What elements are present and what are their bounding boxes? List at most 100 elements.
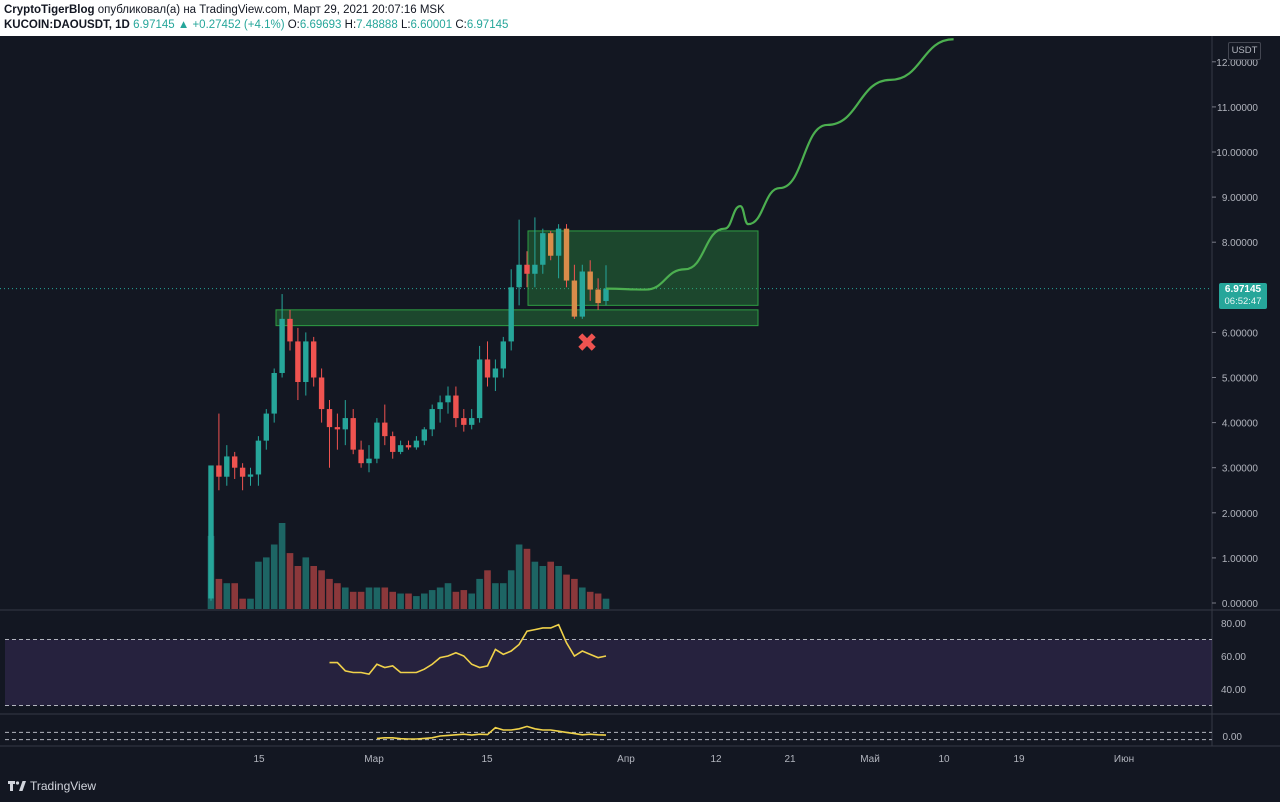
chart-header: CryptoTigerBlog опубликовал(а) на Tradin… [0, 0, 1280, 36]
tradingview-brand: TradingView [30, 779, 97, 793]
volume-bar [405, 593, 412, 609]
volume-bar [500, 583, 507, 609]
last-price-tag-value: 6.97145 [1224, 284, 1262, 295]
volume-bar [531, 561, 539, 609]
candle-body [548, 233, 554, 256]
tradingview-logo-icon [8, 781, 26, 791]
candle-body [397, 445, 404, 452]
candle-body [326, 409, 333, 428]
candle-body [271, 372, 277, 414]
candle-body [232, 456, 238, 468]
volume-bars [207, 523, 610, 609]
volume-bar [326, 578, 333, 609]
last-price-tag: 6.97145 06:52:47 [1219, 283, 1267, 309]
candle [390, 431, 396, 459]
candle-body [500, 341, 506, 369]
candle-body [374, 422, 380, 459]
time-tick-label: 15 [253, 754, 265, 765]
volume-bar [515, 544, 523, 609]
candle [271, 368, 277, 423]
candle-body [263, 413, 269, 441]
candle-body [342, 418, 348, 430]
volume-bar [239, 598, 246, 609]
candle-body [469, 418, 475, 425]
candle [492, 359, 499, 392]
candle-body [429, 409, 435, 430]
candle [524, 251, 530, 288]
candle-body [255, 440, 262, 475]
price-tick-label: 2.00000 [1222, 509, 1259, 520]
time-tick-label: Июн [1114, 754, 1134, 765]
candle-body [563, 228, 570, 281]
price-tick-label: 11.00000 [1217, 103, 1258, 114]
candle [311, 336, 317, 387]
candle-body [350, 418, 356, 450]
volume-bar [436, 587, 444, 609]
publish-line: CryptoTigerBlog опубликовал(а) на Tradin… [4, 4, 445, 16]
candle-body [524, 264, 530, 274]
tradingview-logo[interactable]: TradingView [8, 779, 96, 793]
close-label: C: [455, 19, 467, 31]
candle-body [247, 474, 254, 477]
volume-bar [555, 566, 562, 609]
volume-bar [484, 570, 491, 609]
osc-line [376, 725, 607, 740]
candle [579, 264, 585, 319]
volume-bar [286, 553, 294, 609]
candle [587, 260, 593, 301]
rsi-line [329, 623, 607, 676]
price-change: +0.27452 (+4.1%) [192, 19, 285, 31]
candle-body [532, 264, 538, 274]
candle [413, 436, 420, 450]
candle-body [405, 445, 412, 448]
author-name[interactable]: CryptoTigerBlog [4, 4, 95, 16]
price-tick-label: 3.00000 [1222, 464, 1259, 475]
volume-bar [334, 583, 341, 609]
rsi-tick-label: 60.00 [1221, 652, 1246, 663]
candle-body [216, 465, 222, 477]
rsi-tick-label: 80.00 [1221, 619, 1246, 630]
candle [540, 228, 546, 274]
candle-body [311, 341, 317, 378]
volume-bar [460, 590, 468, 609]
volume-bar [413, 596, 420, 609]
candle [555, 224, 562, 279]
close-value: 6.97145 [466, 19, 509, 31]
candle-body [571, 280, 578, 317]
time-tick-label: Мар [364, 754, 384, 765]
candle [279, 294, 285, 378]
last-price: 6.97145 [133, 19, 175, 31]
candle [548, 230, 554, 261]
candle-body [595, 289, 601, 304]
volume-bar [270, 544, 278, 609]
time-tick-label: 10 [938, 754, 950, 765]
candle [263, 409, 269, 450]
candle-body [492, 368, 499, 378]
candle [382, 404, 388, 446]
volume-bar [571, 578, 578, 609]
candle [461, 409, 467, 432]
candle-body [476, 359, 483, 419]
volume-bar [444, 583, 452, 609]
volume-bar [349, 591, 357, 609]
volume-bar [586, 591, 594, 609]
candle [532, 217, 538, 288]
candle [318, 368, 325, 423]
candle [216, 413, 222, 491]
candle [571, 264, 578, 319]
volume-bar [318, 570, 325, 609]
volume-bar [215, 578, 223, 609]
candle-body [358, 449, 364, 464]
volume-bar [397, 593, 404, 609]
candle [516, 219, 522, 306]
volume-bar [247, 598, 254, 609]
currency-badge[interactable]: USDT [1228, 42, 1261, 60]
volume-bar [523, 548, 531, 609]
candle [405, 440, 412, 450]
volume-bar [302, 557, 310, 609]
candle-body [555, 228, 562, 256]
candle [342, 400, 348, 446]
candle [445, 386, 451, 414]
candle [350, 409, 356, 455]
